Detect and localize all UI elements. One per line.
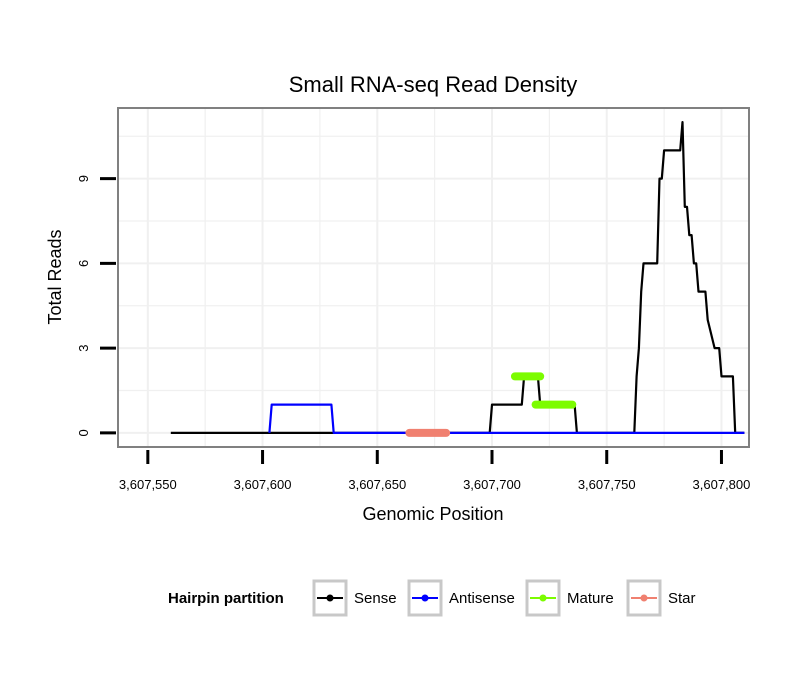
plot-panel	[117, 107, 750, 448]
y-tick-label: 3	[76, 345, 91, 352]
legend-key-dot	[539, 594, 547, 602]
legend-title: Hairpin partition	[168, 590, 284, 607]
legend-label-star: Star	[668, 590, 696, 607]
legend: Hairpin partition Sense Antisense Mature St…	[168, 579, 696, 617]
legend-label-sense: Sense	[354, 590, 397, 607]
chart-title: Small RNA-seq Read Density	[289, 72, 578, 97]
y-tick-label: 0	[76, 429, 91, 436]
legend-label-antisense: Antisense	[449, 590, 515, 607]
y-tick-label: 9	[76, 175, 91, 182]
data-series	[170, 120, 745, 437]
x-tick-label: 3,607,700	[463, 477, 521, 492]
x-tick-label: 3,607,800	[693, 477, 751, 492]
legend-key-dot	[326, 594, 334, 602]
x-tick-label: 3,607,600	[234, 477, 292, 492]
x-tick-label: 3,607,550	[119, 477, 177, 492]
legend-key-dot	[421, 594, 429, 602]
x-tick-label: 3,607,750	[578, 477, 636, 492]
axes: 3,607,550 3,607,600 3,607,650 3,607,700 3,60…	[76, 175, 750, 492]
series-line-sense	[170, 120, 745, 434]
x-tick-label: 3,607,650	[348, 477, 406, 492]
y-tick-label: 6	[76, 260, 91, 267]
legend-key-dot	[640, 594, 648, 602]
legend-label-mature: Mature	[567, 590, 614, 607]
x-axis-label: Genomic Position	[362, 504, 503, 524]
y-axis-label: Total Reads	[45, 229, 65, 324]
series-line-antisense	[268, 403, 745, 434]
